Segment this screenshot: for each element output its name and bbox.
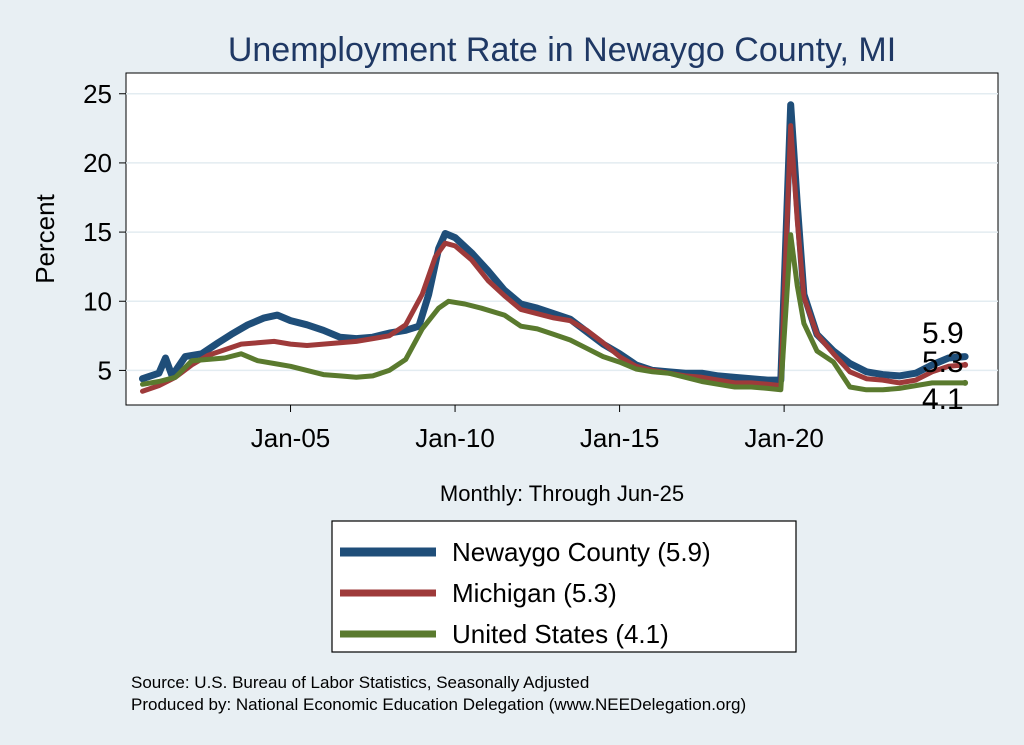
- chart-title: Unemployment Rate in Newaygo County, MI: [228, 31, 896, 69]
- legend-label-1: Michigan (5.3): [452, 578, 617, 608]
- series-end-point-0: [962, 353, 969, 360]
- y-tick-label: 10: [83, 286, 112, 316]
- y-tick-label: 15: [83, 217, 112, 247]
- y-axis-label: Percent: [30, 193, 60, 283]
- y-tick-label: 25: [83, 79, 112, 109]
- series-line-1: [140, 123, 968, 394]
- source-line: Source: U.S. Bureau of Labor Statistics,…: [131, 673, 589, 692]
- x-tick-label: Jan-10: [415, 423, 495, 453]
- y-tick-label: 5: [98, 355, 112, 385]
- x-axis-label: Monthly: Through Jun-25: [440, 481, 684, 506]
- series-lines: [139, 101, 969, 394]
- series-end-point-1: [962, 361, 969, 368]
- end-label-0: 5.9: [922, 317, 964, 350]
- end-labels: 5.95.3 4.1: [922, 317, 964, 416]
- end-label-1: 5.3: [922, 346, 964, 379]
- legend-label-0: Newaygo County (5.9): [452, 537, 711, 567]
- legend: Newaygo County (5.9) Michigan (5.3) United…: [331, 520, 797, 653]
- producer-line: Produced by: National Economic Education…: [131, 695, 746, 714]
- end-label-2: 4.1: [922, 383, 964, 416]
- legend-label-2: United States (4.1): [452, 619, 669, 649]
- series-line-2: [140, 232, 968, 393]
- x-tick-label: Jan-15: [580, 423, 660, 453]
- series-end-point-2: [962, 379, 969, 386]
- x-tick-label: Jan-05: [251, 423, 331, 453]
- x-tick-label: Jan-20: [744, 423, 824, 453]
- plot-area: [125, 72, 999, 406]
- y-tick-label: 20: [83, 148, 112, 178]
- x-axis: Jan-05 Jan-10 Jan-15 Jan-20: [251, 405, 824, 453]
- legend-box: [331, 520, 797, 653]
- y-axis: 5 10 15 20 25: [83, 79, 126, 385]
